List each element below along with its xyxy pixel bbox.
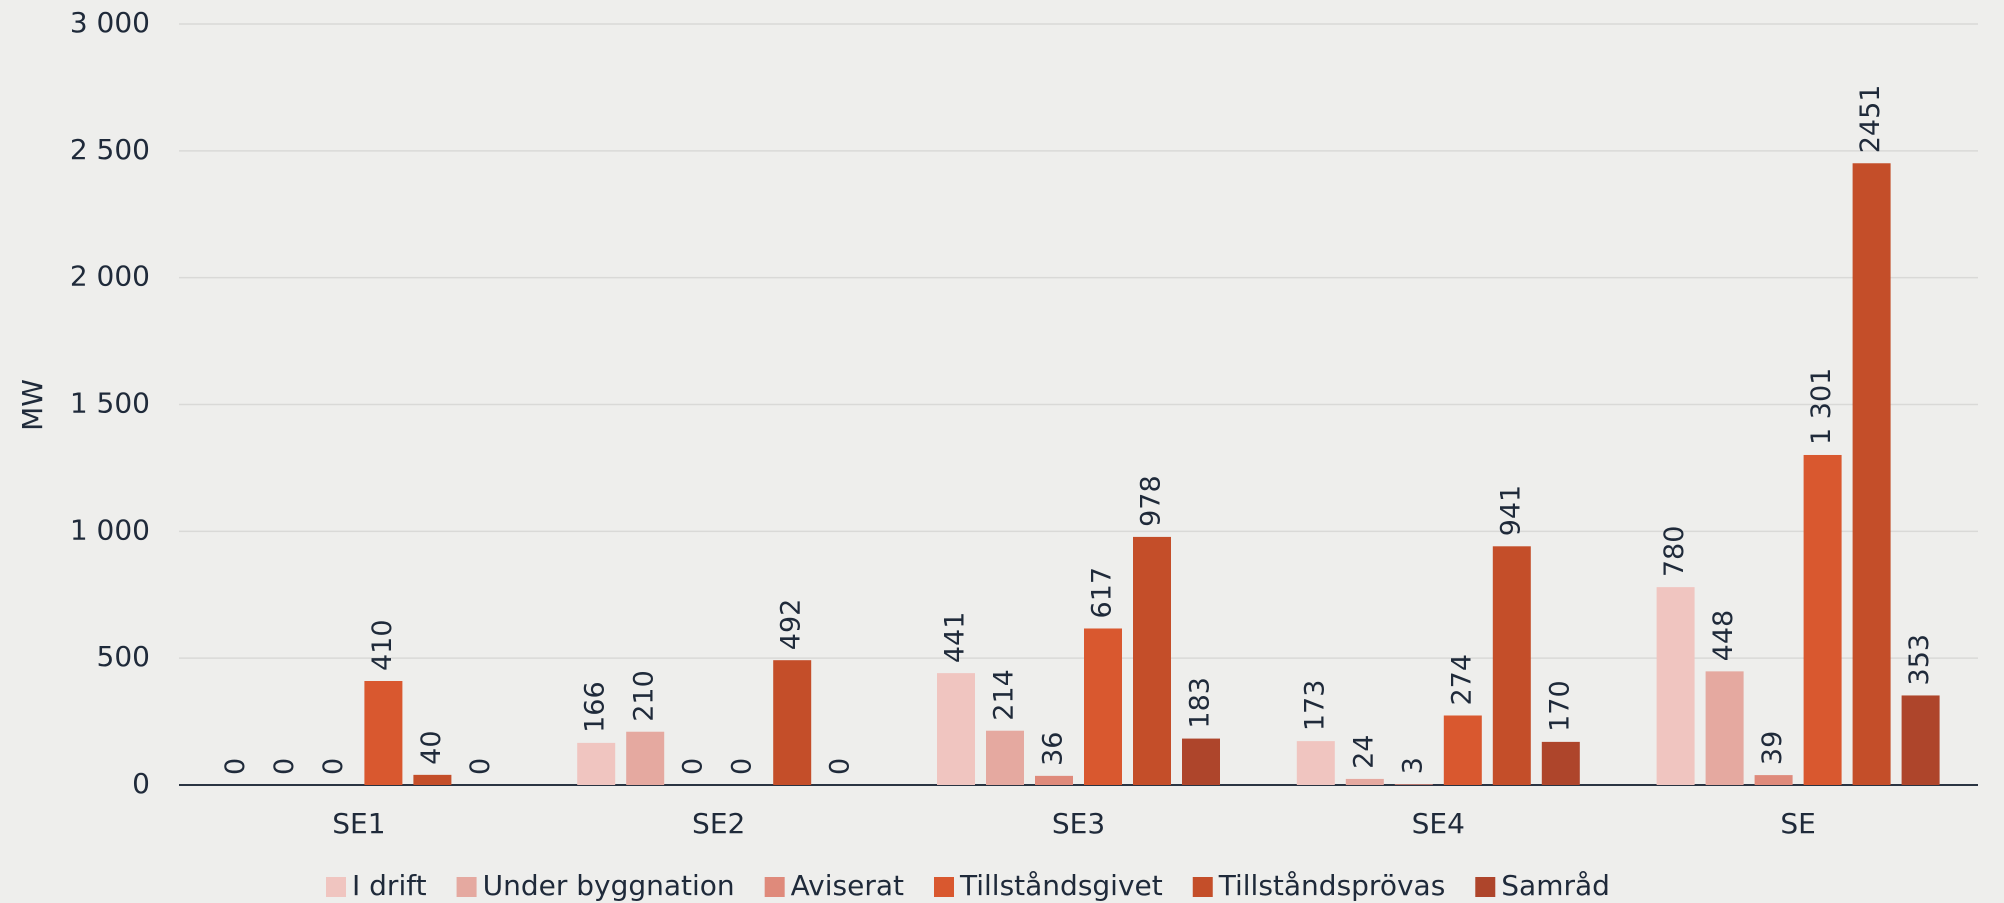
y-tick-label: 500 [97,640,150,673]
x-tick-label: SE2 [692,807,745,840]
value-label: 492 [776,599,807,651]
bar [1541,741,1580,785]
legend-label: Under byggnation [483,869,735,902]
bar [1754,775,1793,785]
x-tick-label: SE1 [332,807,385,840]
legend-label: Tillståndsprövas [1218,869,1446,902]
value-label: 183 [1185,677,1216,729]
value-label: 0 [318,758,349,775]
y-tick-label: 1 000 [70,513,150,546]
bar [1852,163,1891,785]
bar [1803,454,1842,785]
value-label: 978 [1136,475,1167,527]
value-label: 0 [727,758,758,775]
value-label: 173 [1299,680,1330,732]
x-tick-label: SE3 [1052,807,1105,840]
bar [626,731,665,785]
value-label: 36 [1038,732,1069,766]
value-label: 214 [989,669,1020,721]
bar [577,742,616,785]
legend-label: Tillståndsgivet [959,869,1163,902]
bar [1443,715,1482,785]
legend-swatch [1475,877,1496,897]
legend-label: I drift [352,869,427,902]
value-label: 617 [1087,567,1118,619]
y-tick-label: 0 [132,767,150,800]
value-label: 441 [940,612,971,664]
legend-swatch [326,877,346,897]
bar [1345,778,1384,785]
value-label: 2451 [1855,85,1886,154]
legend-swatch [764,877,785,897]
value-label: 210 [629,670,660,722]
bar [1133,536,1171,785]
bar [364,680,403,785]
bar [986,730,1024,785]
bar [1035,775,1073,785]
bar [1656,587,1695,785]
legend-swatch [1192,877,1213,897]
bar [1394,784,1433,785]
value-label: 24 [1348,735,1379,769]
value-label: 0 [825,758,856,775]
x-tick-label: SE [1780,807,1815,840]
value-label: 0 [220,758,251,775]
value-label: 353 [1904,634,1935,686]
value-label: 39 [1757,731,1788,765]
bar [1705,671,1744,785]
bar [1296,741,1335,785]
bar [1182,738,1220,785]
bar [773,660,812,785]
y-tick-label: 3 000 [70,6,150,39]
bar [1492,546,1531,785]
y-tick-label: 1 500 [70,387,150,420]
value-label: 0 [269,758,300,775]
value-label: 0 [678,758,709,775]
value-label: 274 [1446,654,1477,706]
y-axis-label: MW [16,379,49,431]
value-label: 941 [1495,485,1526,537]
value-label: 40 [416,730,447,764]
bar [1084,628,1122,785]
x-tick-label: SE4 [1412,807,1465,840]
legend-swatch [934,877,954,897]
value-label: 780 [1659,526,1690,578]
value-label: 0 [465,758,496,775]
legend-swatch [456,877,477,897]
y-tick-label: 2 000 [70,260,150,293]
legend-label: Samråd [1501,869,1610,902]
value-label: 1 301 [1806,368,1837,445]
value-label: 3 [1397,757,1428,774]
bar [937,673,975,785]
value-label: 170 [1544,680,1575,732]
value-label: 410 [367,619,398,671]
legend-label: Aviserat [791,869,904,902]
y-tick-label: 2 500 [70,133,150,166]
value-label: 166 [580,681,611,733]
bar [1901,695,1940,785]
bar [413,774,452,785]
value-label: 448 [1708,610,1739,662]
